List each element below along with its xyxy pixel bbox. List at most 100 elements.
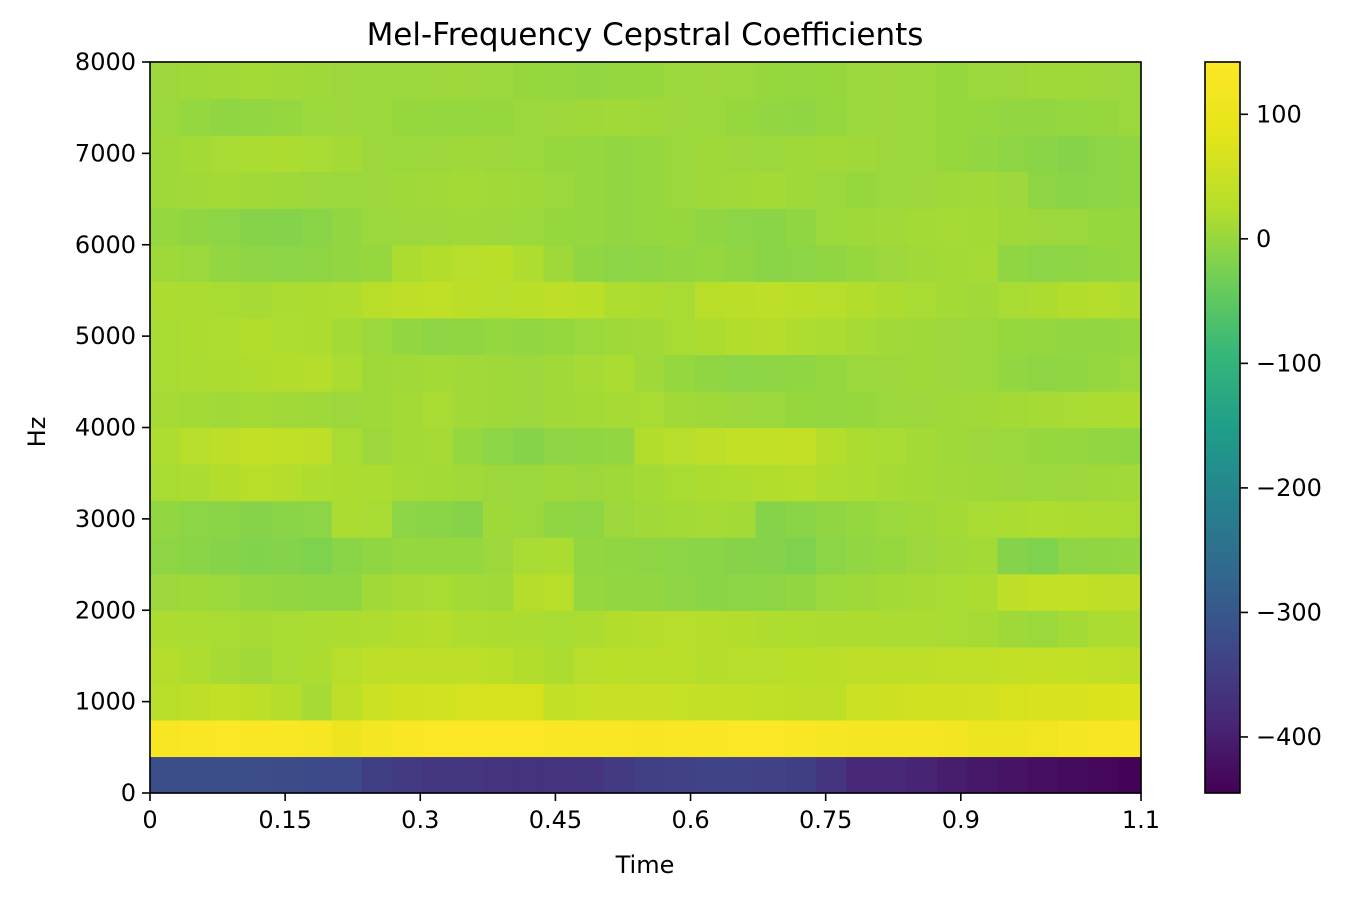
heatmap-cell [785,464,817,502]
heatmap-cell [271,646,302,684]
heatmap-cell [150,317,181,355]
heatmap-cell [422,646,454,684]
heatmap-cell [452,427,484,465]
heatmap-cell [573,573,605,611]
heatmap-cell [815,646,847,684]
heatmap-cell [301,719,333,758]
heatmap-cell [271,281,302,319]
heatmap-cell [361,390,393,429]
heatmap-cell [1088,390,1120,429]
heatmap-cell [664,646,696,684]
heatmap-cell [937,317,968,355]
heatmap-cell [906,756,938,794]
heatmap-cell [937,683,968,721]
heatmap-cell [573,537,605,575]
heatmap-cell [180,281,212,319]
heatmap-cell [906,464,938,502]
heatmap-cell [1088,208,1120,246]
heatmap-cell [361,573,393,611]
heatmap-cell [1088,537,1120,575]
heatmap-cell [331,610,363,648]
heatmap-cell [846,683,878,721]
heatmap-cell [604,244,635,282]
heatmap-cell [1088,427,1120,465]
heatmap-cell [543,500,575,538]
heatmap-cell [634,646,666,684]
heatmap-cell [725,683,757,721]
heatmap-cell [422,719,454,758]
colorbar-tick-label: 100 [1256,100,1302,128]
heatmap-cell [180,500,212,538]
heatmap-cell [815,390,847,429]
heatmap-cell [271,171,302,209]
heatmap-cell [694,500,726,538]
heatmap-cell [331,281,363,319]
heatmap-cell [150,646,181,684]
heatmap-cell [604,135,635,173]
heatmap-cell [967,464,999,502]
heatmap-cell [937,281,968,319]
heatmap-cell [513,244,545,282]
heatmap-cell [997,390,1029,429]
heatmap-cell [664,464,696,502]
heatmap-cell [1027,756,1059,794]
heatmap-cell [1027,719,1059,758]
heatmap-cell [815,756,847,794]
heatmap-cell [210,390,242,429]
heatmap-cell [573,62,605,100]
heatmap-cell [846,427,878,465]
heatmap-cell [846,573,878,611]
heatmap-cell [604,464,635,502]
colorbar-tick-label: −200 [1256,474,1322,502]
heatmap-cell [1058,719,1089,758]
heatmap-cell [573,610,605,648]
heatmap-cell [1027,573,1059,611]
heatmap-cell [664,208,696,246]
heatmap-cell [301,427,333,465]
heatmap-cell [573,390,605,429]
heatmap-cell [876,390,908,429]
heatmap-cell [271,427,302,465]
heatmap-cell [1118,683,1142,721]
heatmap-cell [331,464,363,502]
heatmap-cell [271,573,302,611]
heatmap-cell [725,62,757,100]
heatmap-cell [634,98,666,136]
heatmap-cell [755,281,787,319]
heatmap-cell [876,62,908,100]
heatmap-cell [301,354,333,392]
heatmap-cell [634,537,666,575]
heatmap-cell [694,354,726,392]
heatmap-cell [725,756,757,794]
heatmap-cell [180,646,212,684]
heatmap-cell [150,244,181,282]
heatmap-cell [1118,354,1142,392]
heatmap-cell [422,135,454,173]
heatmap-cell [967,98,999,136]
heatmap-cell [452,464,484,502]
heatmap-cell [482,390,514,429]
heatmap-cell [301,62,333,100]
heatmap-cell [513,62,545,100]
heatmap-cell [604,500,635,538]
heatmap-cell [482,683,514,721]
heatmap-cell [634,427,666,465]
heatmap-cell [1027,281,1059,319]
heatmap-cell [392,756,424,794]
heatmap-cell [1027,464,1059,502]
colorbar-ticks: 100 0 −100 −200 −300 −400 [1240,100,1322,751]
heatmap-cell [422,756,454,794]
heatmap-cell [1058,62,1089,100]
heatmap-cell [906,427,938,465]
heatmap-cell [846,244,878,282]
heatmap-cell [755,719,787,758]
heatmap-cell [967,646,999,684]
colorbar [1204,61,1241,794]
heatmap-cell [725,537,757,575]
heatmap-cell [785,427,817,465]
heatmap-cell [846,390,878,429]
heatmap-cell [725,98,757,136]
heatmap-cell [604,317,635,355]
heatmap-cell [604,98,635,136]
heatmap-cell [392,610,424,648]
